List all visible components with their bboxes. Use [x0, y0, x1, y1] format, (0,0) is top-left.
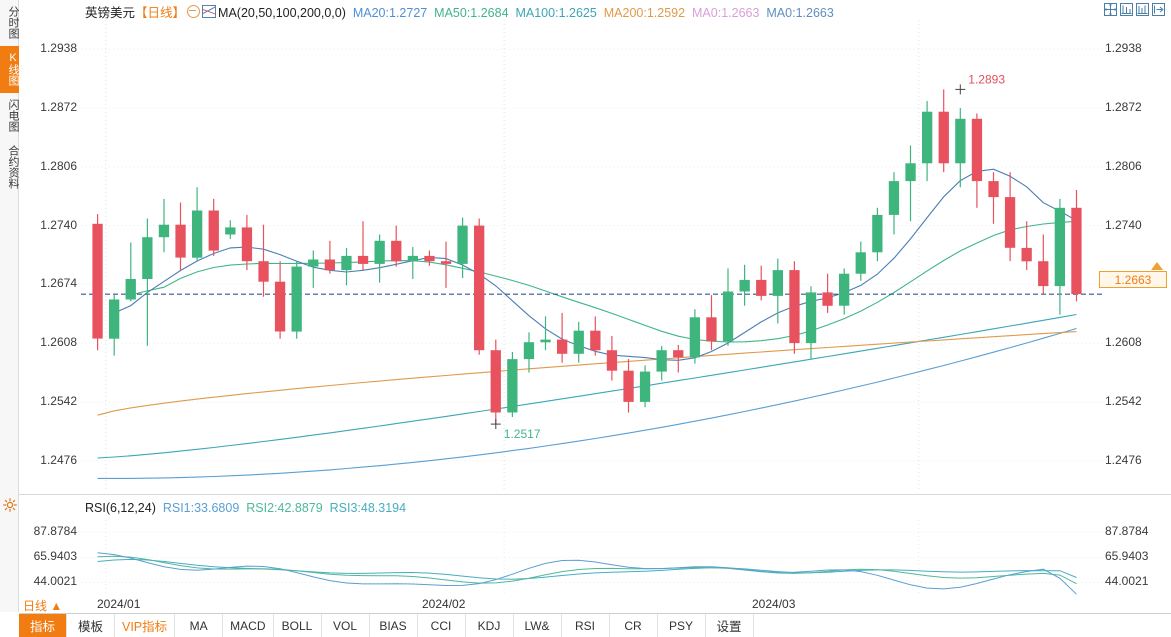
rsi-plot[interactable]: [81, 520, 1103, 595]
price-tick-left: 1.2608: [40, 335, 77, 349]
toolbar-button[interactable]: LW&: [514, 614, 562, 637]
date-label: 2024/02: [422, 597, 466, 611]
sidebar-item-lightning[interactable]: 闪电图: [0, 93, 19, 139]
rsi-header: RSI(6,12,24) RSI1:33.6809 RSI2:42.8879 R…: [85, 501, 406, 515]
price-marker-arrow: [1151, 262, 1163, 270]
ma50-value: MA50:1.2684: [434, 6, 509, 20]
cycle-indicator[interactable]: 日线 ▲: [23, 599, 63, 613]
rsi-title: RSI(6,12,24): [85, 501, 156, 515]
price-tick-right: 1.2806: [1105, 159, 1142, 173]
ma0-value-a: MA0:1.2663: [692, 6, 760, 20]
sidebar-item-label: 闪电图: [7, 99, 19, 132]
rsi-tick-right: 65.9403: [1105, 549, 1149, 563]
toolbar-button[interactable]: BIAS: [370, 614, 418, 637]
date-label: 2024/01: [97, 597, 141, 611]
price-tick-right: 1.2872: [1105, 100, 1142, 114]
sidebar-item-label: 合约资料: [7, 145, 19, 189]
price-tick-right: 1.2938: [1105, 41, 1142, 55]
toolbar-button[interactable]: PSY: [658, 614, 706, 637]
rsi-tick-right: 87.8784: [1105, 524, 1149, 538]
toolbar-button[interactable]: VIP指标: [115, 614, 176, 637]
ma-formula-label: MA(20,50,100,200,0,0): [218, 6, 346, 20]
toolbar-button[interactable]: 设置: [706, 614, 754, 637]
ma200-value: MA200:1.2592: [603, 6, 686, 20]
toolbar-button[interactable]: MA: [175, 614, 224, 637]
current-price-tag[interactable]: 1.2663: [1099, 271, 1167, 288]
toolbar-spacer: [754, 614, 1171, 637]
toolbar-button[interactable]: KDJ: [466, 614, 514, 637]
toolbar-button[interactable]: RSI: [562, 614, 610, 637]
svg-text:1.2517: 1.2517: [504, 427, 541, 441]
sidebar-item-contract-info[interactable]: 合约资料: [0, 139, 19, 196]
price-tick-left: 1.2938: [40, 41, 77, 55]
period-label: 【日线】: [135, 6, 186, 20]
ma0-value-b: MA0:1.2663: [766, 6, 834, 20]
indicator-chart-icon[interactable]: [202, 5, 217, 18]
price-tick-right: 1.2608: [1105, 335, 1142, 349]
toolbar-button[interactable]: BOLL: [274, 614, 322, 637]
rsi1-value: RSI1:33.6809: [162, 501, 240, 515]
price-tick-right: 1.2476: [1105, 453, 1142, 467]
price-tick-left: 1.2740: [40, 218, 77, 232]
chart-expand-icon[interactable]: [1136, 3, 1149, 16]
price-tick-left: 1.2476: [40, 453, 77, 467]
toolbar-button[interactable]: CR: [610, 614, 658, 637]
symbol-name: 英镑美元: [85, 6, 136, 20]
ma20-value: MA20:1.2727: [352, 6, 428, 20]
toolbar-button[interactable]: 模板: [67, 614, 115, 637]
left-toolbar: 分时图 K线图 闪电图 合约资料: [0, 0, 19, 612]
date-axis: 日线 ▲ 2024/01 2024/02 2024/03: [19, 596, 1171, 613]
sidebar-item-kline[interactable]: K线图: [0, 46, 19, 93]
toolbar-button[interactable]: CCI: [418, 614, 466, 637]
rsi-tick-left: 44.0021: [33, 574, 77, 588]
rsi3-value: RSI3:48.3194: [329, 501, 407, 515]
subchart-divider: [19, 494, 1171, 495]
price-tick-left: 1.2872: [40, 100, 77, 114]
chart-main-area: 英镑美元【日线】 MA(20,50,100,200,0,0) MA20:1.272…: [19, 0, 1171, 612]
candlestick-plot[interactable]: 1.2893 1.2517: [81, 20, 1103, 490]
price-tick-right: 1.2542: [1105, 394, 1142, 408]
chart-tool-icons: [1104, 3, 1165, 16]
toolbar-button[interactable]: MACD: [223, 614, 274, 637]
price-tick-left: 1.2806: [40, 159, 77, 173]
rsi-tick-right: 44.0021: [1105, 574, 1149, 588]
sidebar-item-label: K线图: [7, 52, 19, 86]
rsi-tick-left: 65.9403: [33, 549, 77, 563]
date-label: 2024/03: [752, 597, 796, 611]
chart-fit-icon[interactable]: [1120, 3, 1133, 16]
ma100-value: MA100:1.2625: [515, 6, 597, 20]
settings-circle-icon[interactable]: [187, 5, 201, 18]
chart-exit-icon[interactable]: [1152, 3, 1165, 16]
price-tick-left: 1.2674: [40, 276, 77, 290]
price-tick-right: 1.2740: [1105, 218, 1142, 232]
rsi2-value: RSI2:42.8879: [246, 501, 323, 515]
crosshair-icon[interactable]: [1104, 3, 1117, 16]
sidebar-item-label: 分时图: [7, 6, 19, 39]
svg-text:1.2893: 1.2893: [968, 72, 1005, 86]
sidebar-item-timeshare[interactable]: 分时图: [0, 0, 19, 46]
chart-title-row: 英镑美元【日线】 MA(20,50,100,200,0,0) MA20:1.272…: [85, 2, 834, 21]
toolbar-button[interactable]: 指标: [19, 614, 67, 637]
toolbar-button[interactable]: VOL: [322, 614, 370, 637]
price-tick-left: 1.2542: [40, 394, 77, 408]
sun-icon[interactable]: [3, 498, 17, 512]
chart-header: 英镑美元【日线】 MA(20,50,100,200,0,0) MA20:1.272…: [19, 0, 1171, 20]
rsi-tick-left: 87.8784: [33, 524, 77, 538]
indicator-toolbar: 指标 模板 VIP指标 MA MACD BOLL VOL BIAS CCI KDJ LW& RSI CR…: [19, 613, 1171, 637]
